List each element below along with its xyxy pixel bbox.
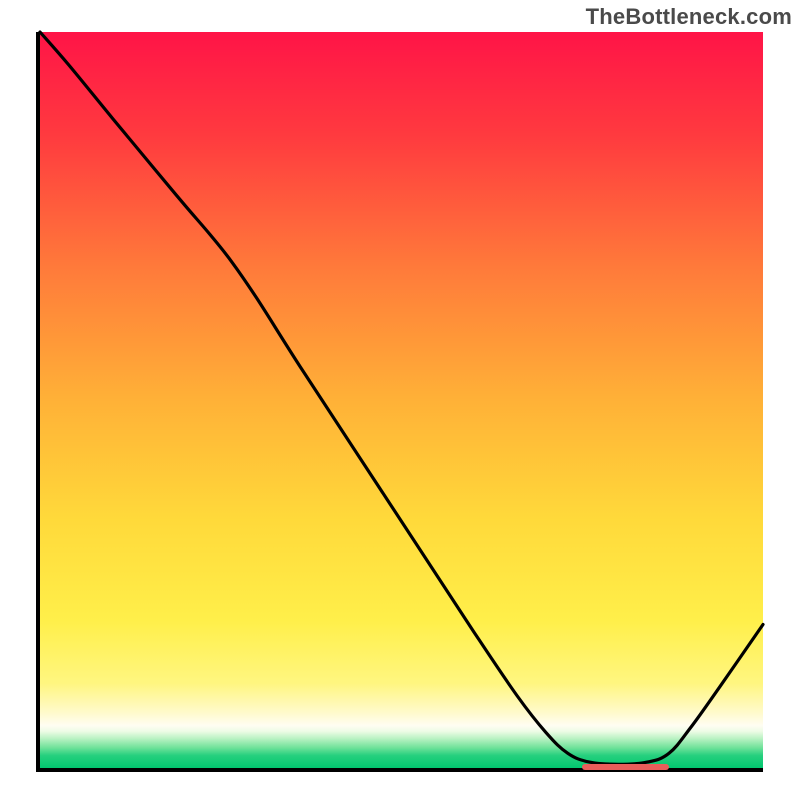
- watermark-text: TheBottleneck.com: [586, 4, 792, 30]
- curve-svg: [40, 32, 763, 768]
- optimal-range-marker: [582, 764, 669, 770]
- plot-area: [36, 32, 763, 772]
- bottleneck-curve: [40, 32, 763, 764]
- chart-container: TheBottleneck.com: [0, 0, 800, 800]
